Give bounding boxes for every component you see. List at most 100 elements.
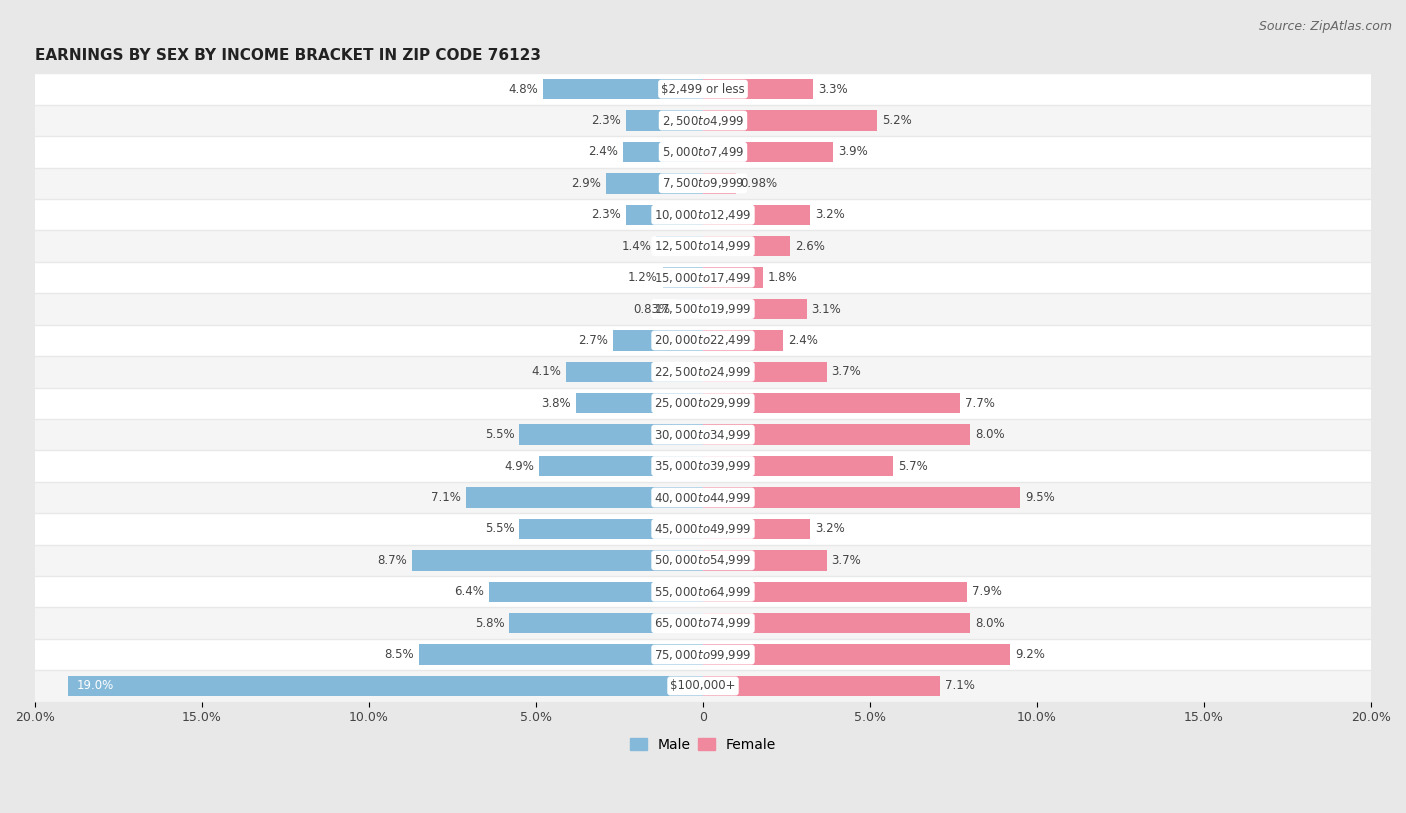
Bar (35, 230, 1371, 262)
Bar (519, 424, 703, 445)
Text: $55,000 to $64,999: $55,000 to $64,999 (654, 585, 752, 598)
Text: 5.2%: 5.2% (882, 114, 911, 127)
Text: $75,000 to $99,999: $75,000 to $99,999 (654, 648, 752, 662)
Text: $25,000 to $29,999: $25,000 to $29,999 (654, 396, 752, 411)
Bar (703, 267, 763, 288)
Text: $2,499 or less: $2,499 or less (661, 83, 745, 96)
Bar (703, 645, 1011, 665)
Text: 2.3%: 2.3% (592, 114, 621, 127)
Bar (540, 456, 703, 476)
Bar (465, 487, 703, 507)
Bar (519, 519, 703, 539)
Bar (662, 267, 703, 288)
Text: 5.7%: 5.7% (898, 459, 928, 472)
Text: 6.4%: 6.4% (454, 585, 484, 598)
Bar (69, 676, 703, 696)
Bar (703, 205, 810, 225)
Bar (703, 362, 827, 382)
Text: 2.4%: 2.4% (588, 146, 617, 159)
Bar (509, 613, 703, 633)
Bar (576, 393, 703, 414)
Bar (703, 111, 877, 131)
Text: $30,000 to $34,999: $30,000 to $34,999 (654, 428, 752, 441)
Bar (703, 550, 827, 571)
Text: 5.5%: 5.5% (485, 523, 515, 536)
Bar (703, 519, 810, 539)
Bar (35, 293, 1371, 324)
Bar (567, 362, 703, 382)
Text: 1.4%: 1.4% (621, 240, 651, 253)
Bar (412, 550, 703, 571)
Text: 2.4%: 2.4% (789, 334, 818, 347)
Bar (703, 613, 970, 633)
Text: 0.98%: 0.98% (741, 177, 778, 190)
Bar (703, 456, 893, 476)
Bar (35, 199, 1371, 230)
Text: Source: ZipAtlas.com: Source: ZipAtlas.com (1258, 20, 1392, 33)
Bar (703, 141, 834, 162)
Bar (703, 173, 735, 193)
Bar (419, 645, 703, 665)
Bar (703, 487, 1021, 507)
Text: 8.5%: 8.5% (384, 648, 413, 661)
Bar (703, 79, 813, 99)
Text: 9.2%: 9.2% (1015, 648, 1045, 661)
Text: $20,000 to $22,499: $20,000 to $22,499 (654, 333, 752, 347)
Text: 8.7%: 8.7% (378, 554, 408, 567)
Bar (35, 482, 1371, 513)
Text: $10,000 to $12,499: $10,000 to $12,499 (654, 208, 752, 222)
Text: 7.1%: 7.1% (945, 680, 974, 693)
Bar (675, 299, 703, 320)
Text: 0.83%: 0.83% (633, 302, 671, 315)
Bar (35, 105, 1371, 137)
Bar (703, 236, 790, 256)
Bar (703, 424, 970, 445)
Bar (35, 356, 1371, 388)
Text: $40,000 to $44,999: $40,000 to $44,999 (654, 490, 752, 505)
Bar (35, 137, 1371, 167)
Text: $45,000 to $49,999: $45,000 to $49,999 (654, 522, 752, 536)
Bar (626, 111, 703, 131)
Bar (703, 330, 783, 350)
Text: $65,000 to $74,999: $65,000 to $74,999 (654, 616, 752, 630)
Text: $35,000 to $39,999: $35,000 to $39,999 (654, 459, 752, 473)
Bar (35, 324, 1371, 356)
Bar (35, 607, 1371, 639)
Text: 1.8%: 1.8% (768, 271, 797, 284)
Bar (626, 205, 703, 225)
Text: 3.8%: 3.8% (541, 397, 571, 410)
Bar (703, 676, 941, 696)
Bar (35, 73, 1371, 105)
Bar (35, 545, 1371, 576)
Text: 2.6%: 2.6% (794, 240, 825, 253)
Text: 2.7%: 2.7% (578, 334, 607, 347)
Bar (35, 450, 1371, 482)
Bar (703, 393, 960, 414)
Bar (35, 388, 1371, 419)
Bar (606, 173, 703, 193)
Text: 7.1%: 7.1% (432, 491, 461, 504)
Text: 4.8%: 4.8% (508, 83, 537, 96)
Text: 7.7%: 7.7% (965, 397, 995, 410)
Text: 3.9%: 3.9% (838, 146, 868, 159)
Text: 4.1%: 4.1% (531, 365, 561, 378)
Text: 3.7%: 3.7% (831, 554, 862, 567)
Text: 3.1%: 3.1% (811, 302, 841, 315)
Bar (35, 639, 1371, 670)
Text: 1.2%: 1.2% (628, 271, 658, 284)
Text: 5.5%: 5.5% (485, 428, 515, 441)
Text: $12,500 to $14,999: $12,500 to $14,999 (654, 239, 752, 253)
Text: 19.0%: 19.0% (77, 680, 114, 693)
Bar (623, 141, 703, 162)
Bar (35, 419, 1371, 450)
Text: $7,500 to $9,999: $7,500 to $9,999 (662, 176, 744, 190)
Text: 2.3%: 2.3% (592, 208, 621, 221)
Bar (613, 330, 703, 350)
Text: 2.9%: 2.9% (571, 177, 602, 190)
Bar (657, 236, 703, 256)
Bar (35, 513, 1371, 545)
Bar (35, 576, 1371, 607)
Bar (35, 670, 1371, 702)
Text: $22,500 to $24,999: $22,500 to $24,999 (654, 365, 752, 379)
Legend: Male, Female: Male, Female (624, 733, 782, 758)
